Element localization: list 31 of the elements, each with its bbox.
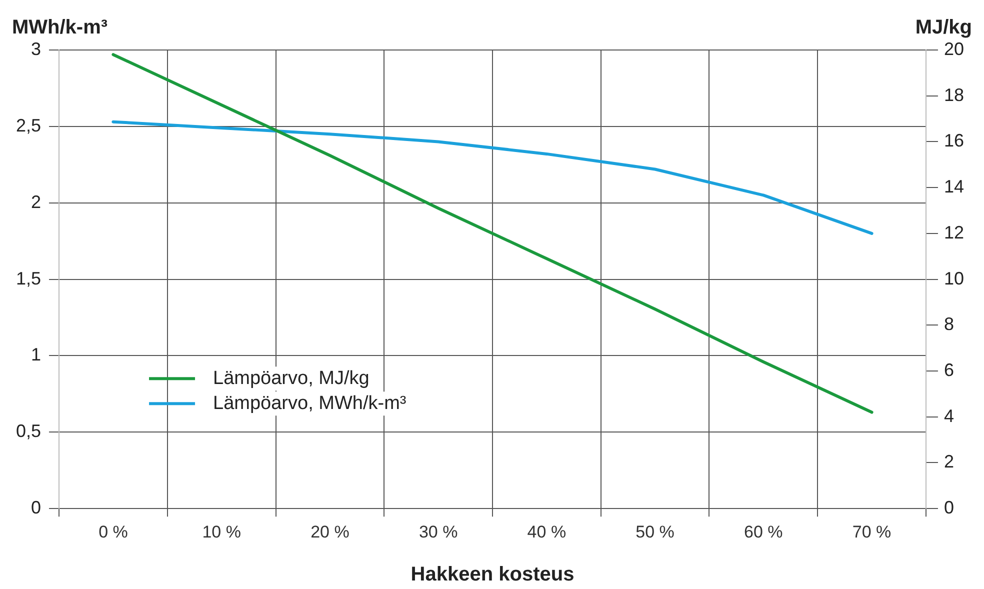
y-tick-label: 0	[31, 498, 42, 518]
y-tick-label: 2	[31, 192, 42, 212]
x-axis-title: Hakkeen kosteus	[410, 564, 574, 586]
y2-tick-label: 12	[944, 222, 964, 242]
y-tick-label: 1	[31, 344, 42, 365]
legend-label: Lämpöarvo, MJ/kg	[213, 368, 370, 389]
x-tick-label: 20 %	[310, 522, 350, 542]
y-tick-label: 2,5	[16, 115, 42, 136]
x-tick-label: 40 %	[527, 522, 566, 542]
y-tick-label: 1,5	[16, 268, 42, 288]
y2-tick-label: 10	[944, 268, 964, 288]
y-axis-title: MWh/k-m³	[12, 16, 108, 39]
y2-tick-label: 6	[944, 360, 954, 380]
y2-axis-title: MJ/kg	[915, 16, 972, 39]
x-tick-label: 0 %	[98, 522, 128, 542]
y-tick-label: 3	[31, 38, 42, 59]
legend-label: Lämpöarvo, MWh/k-m³	[213, 392, 406, 414]
x-tick-label: 70 %	[852, 522, 892, 542]
y2-tick-label: 14	[944, 176, 964, 197]
y2-tick-label: 2	[944, 452, 954, 472]
x-tick-label: 50 %	[636, 522, 674, 542]
x-tick-label: 10 %	[202, 522, 241, 542]
y2-tick-label: 20	[944, 38, 964, 59]
y2-tick-label: 4	[944, 406, 954, 426]
y2-tick-label: 16	[944, 130, 964, 151]
y2-tick-label: 0	[944, 498, 954, 518]
x-tick-label: 30 %	[418, 522, 458, 542]
y2-tick-label: 18	[944, 84, 964, 105]
x-tick-label: 60 %	[744, 522, 783, 542]
y2-tick-label: 8	[944, 314, 954, 334]
y-tick-label: 0,5	[16, 421, 42, 442]
